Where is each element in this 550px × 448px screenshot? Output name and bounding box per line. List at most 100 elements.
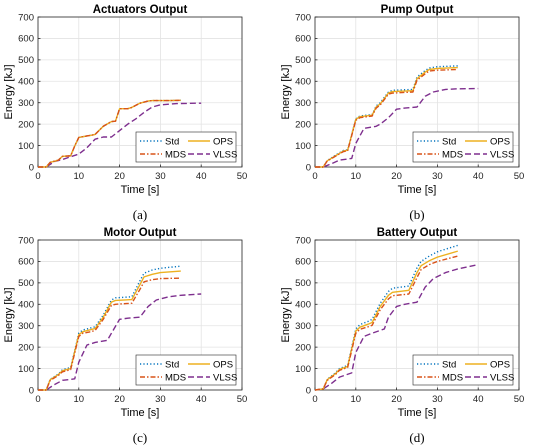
y-tick-label: 200	[18, 342, 34, 353]
series-line-mds	[38, 277, 181, 391]
axes-box	[314, 239, 520, 391]
legend-box	[135, 131, 237, 163]
y-tick-label: 300	[18, 98, 34, 109]
y-tick-label: 600	[18, 34, 34, 45]
x-tick-label: 10	[74, 171, 85, 182]
x-tick-label: 20	[391, 171, 402, 182]
x-tick-label: 30	[432, 171, 443, 182]
x-tick-label: 40	[196, 171, 207, 182]
axes-box	[314, 16, 520, 168]
legend-box	[412, 354, 514, 386]
y-tick-label: 300	[295, 98, 311, 109]
legend: Std OPS MDS VLSS	[135, 354, 237, 386]
legend-label-ops: OPS	[213, 136, 233, 147]
y-tick-label: 500	[18, 55, 34, 66]
chart-panel-d: 0 10 20 30 40 500100200300400500600700Battery…	[280, 227, 524, 445]
chart-title: Motor Output	[104, 227, 177, 239]
x-tick-label: 40	[473, 394, 484, 405]
y-axis-label: Energy [kJ]	[3, 64, 15, 119]
y-tick-label: 0	[29, 162, 34, 173]
x-tick-label: 30	[155, 394, 166, 405]
y-tick-label: 500	[295, 55, 311, 66]
series-line-mds	[315, 68, 458, 168]
y-tick-label: 100	[18, 364, 34, 375]
y-tick-label: 700	[18, 12, 34, 23]
y-tick-label: 400	[295, 77, 311, 88]
chart-title: Battery Output	[377, 227, 458, 239]
y-tick-label: 200	[295, 342, 311, 353]
y-tick-label: 200	[18, 119, 34, 130]
chart-title: Actuators Output	[93, 4, 188, 16]
chart-panel-a: 0 10 20 30 40 500100200300400500600700Actuato…	[3, 4, 247, 222]
legend-label-ops: OPS	[213, 359, 233, 370]
x-axis-label: Time [s]	[398, 407, 437, 419]
y-tick-label: 600	[18, 257, 34, 268]
x-tick-label: 0	[35, 171, 40, 182]
y-tick-label: 100	[18, 141, 34, 152]
y-tick-label: 100	[295, 364, 311, 375]
x-tick-label: 0	[312, 171, 317, 182]
legend-label-vlss: VLSS	[213, 149, 237, 160]
subfigure-caption: (c)	[133, 430, 147, 445]
legend-label-std: Std	[165, 136, 179, 147]
legend-label-mds: MDS	[442, 372, 463, 383]
y-tick-label: 700	[295, 12, 311, 23]
legend: Std OPS MDS VLSS	[412, 131, 514, 163]
subfigure-caption: (a)	[133, 207, 147, 222]
x-tick-label: 50	[514, 394, 525, 405]
y-tick-label: 700	[295, 235, 311, 246]
legend-box	[135, 354, 237, 386]
y-tick-label: 500	[18, 278, 34, 289]
legend-label-vlss: VLSS	[490, 149, 514, 160]
subfigure-caption: (d)	[409, 430, 424, 445]
x-tick-label: 50	[237, 394, 248, 405]
series-line-vlss	[314, 263, 479, 391]
x-tick-label: 30	[155, 171, 166, 182]
y-tick-label: 500	[295, 278, 311, 289]
y-axis-label: Energy [kJ]	[3, 287, 15, 342]
series-line-mds	[38, 99, 181, 168]
y-tick-label: 400	[295, 300, 311, 311]
x-tick-label: 10	[351, 394, 362, 405]
legend-label-std: Std	[165, 359, 179, 370]
y-axis-label: Energy [kJ]	[280, 287, 292, 342]
x-tick-label: 10	[74, 394, 85, 405]
y-tick-label: 300	[18, 321, 34, 332]
x-tick-label: 40	[473, 171, 484, 182]
x-axis-label: Time [s]	[398, 184, 437, 196]
y-tick-label: 400	[18, 77, 34, 88]
y-tick-label: 600	[295, 34, 311, 45]
y-axis-label: Energy [kJ]	[280, 64, 292, 119]
legend-label-mds: MDS	[442, 149, 463, 160]
y-tick-label: 700	[18, 235, 34, 246]
y-tick-label: 200	[295, 119, 311, 130]
x-tick-label: 10	[351, 171, 362, 182]
legend-label-std: Std	[442, 359, 456, 370]
x-tick-label: 20	[114, 394, 125, 405]
subfigure-caption: (b)	[409, 207, 424, 222]
axes-box	[37, 239, 243, 391]
x-tick-label: 0	[312, 394, 317, 405]
x-tick-label: 0	[35, 394, 40, 405]
series-line-vlss	[315, 87, 479, 168]
x-tick-label: 30	[432, 394, 443, 405]
legend-label-mds: MDS	[165, 372, 186, 383]
x-tick-label: 20	[114, 171, 125, 182]
legend: Std OPS MDS VLSS	[412, 354, 514, 386]
legend-label-ops: OPS	[490, 359, 510, 370]
x-tick-label: 40	[196, 394, 207, 405]
series-line-vlss	[38, 293, 202, 391]
axes-box	[37, 16, 243, 168]
chart-title: Pump Output	[381, 4, 454, 16]
x-tick-label: 50	[237, 171, 248, 182]
x-tick-label: 50	[514, 171, 525, 182]
legend-label-vlss: VLSS	[490, 372, 514, 383]
x-axis-label: Time [s]	[121, 407, 160, 419]
legend: Std OPS MDS VLSS	[135, 131, 237, 163]
y-tick-label: 0	[29, 385, 34, 396]
legend-label-std: Std	[442, 136, 456, 147]
x-tick-label: 20	[391, 394, 402, 405]
